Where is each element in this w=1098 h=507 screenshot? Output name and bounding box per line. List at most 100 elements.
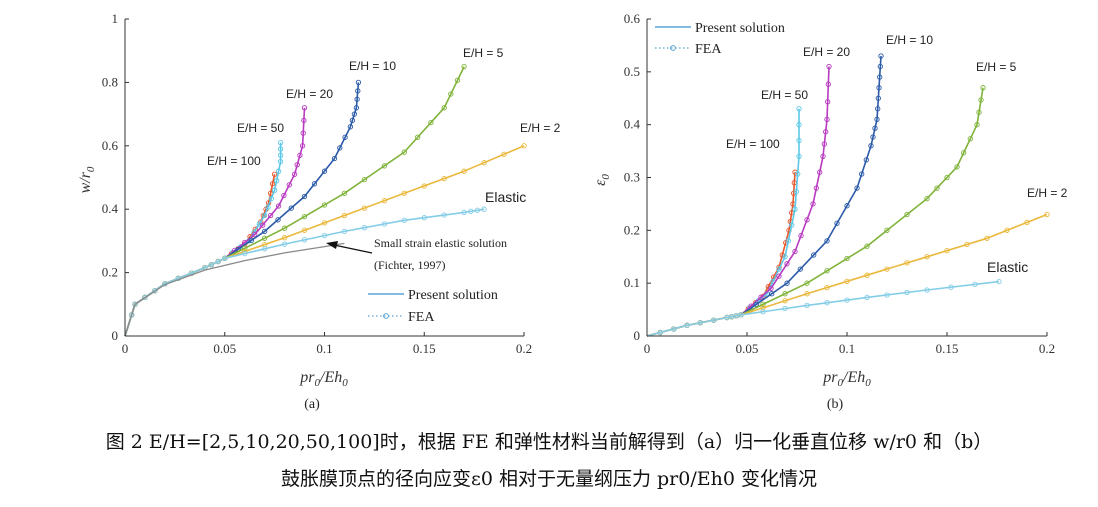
legend-fea-label: FEA (408, 310, 435, 325)
fea-marker-e-h-20 (758, 294, 764, 300)
fea-marker-e-h-5 (844, 255, 850, 262)
legend-present-label: Present solution (695, 21, 785, 36)
fea-marker-e-h-5 (281, 225, 288, 231)
fea-marker-e-h-2 (401, 190, 407, 196)
label-eh-50: E/H = 50 (237, 121, 284, 135)
fea-marker-elastic (738, 312, 744, 318)
fea-marker-e-h-5 (864, 243, 870, 249)
label-eh-20: E/H = 20 (803, 45, 850, 59)
label-eh-100: E/H = 100 (207, 154, 261, 168)
fea-marker-e-h-10 (355, 88, 361, 94)
fea-marker-elastic (401, 217, 407, 223)
fea-marker-e-h-50 (277, 146, 284, 152)
label-eh-100: E/H = 100 (726, 137, 780, 151)
fea-marker-e-h-100 (271, 171, 278, 177)
fea-marker-elastic (884, 292, 890, 298)
panel-a: 0 0.05 0.1 0.15 0.2 0 0.2 0.4 0.6 0.8 1 pr0/Eh0 w/… (77, 11, 561, 412)
fea-marker-e-h-5 (301, 213, 308, 220)
fea-marker-e-h-10 (321, 168, 328, 174)
label-elastic: Elastic (485, 189, 526, 205)
fea-marker-e-h-20 (301, 105, 308, 111)
fea-marker-e-h-10 (874, 116, 880, 123)
fea-marker-elastic (281, 241, 288, 247)
fea-marker-e-h-2 (904, 260, 910, 266)
fea-marker-e-h-2 (381, 198, 388, 204)
fea-marker-elastic (474, 207, 481, 213)
fea-marker-e-h-5 (441, 105, 447, 111)
legend-fea-marker (383, 313, 389, 319)
fea-marker-e-h-20 (267, 212, 274, 219)
fea-marker-e-h-10 (875, 95, 881, 101)
legend-fea-marker (670, 45, 676, 51)
fea-marker-e-h-5 (904, 211, 910, 218)
fea-marker-elastic (421, 215, 427, 221)
fea-marker-e-h-10 (854, 185, 860, 191)
label-eh-2: E/H = 2 (1027, 186, 1068, 200)
fea-marker-e-h-10 (868, 143, 874, 149)
fea-marker-e-h-2 (361, 205, 368, 211)
fea-marker-e-h-50 (277, 152, 284, 158)
fea-marker-e-h-20 (820, 153, 826, 160)
fea-marker-elastic (864, 294, 870, 301)
y-tick-label: 0.3 (624, 170, 640, 185)
fea-marker-elastic (242, 250, 248, 257)
fea-marker-e-h-20 (294, 162, 300, 168)
fea-marker-e-h-20 (275, 203, 282, 209)
figure-caption-line-2: 鼓胀膜顶点的径向应变ε0 相对于无量纲压力 pr0/Eh0 变化情况 (281, 468, 817, 490)
fea-marker-e-h-10 (876, 85, 882, 91)
fea-marker-e-h-5 (261, 235, 268, 241)
fea-marker-e-h-5 (428, 119, 434, 126)
fea-marker-e-h-50 (785, 238, 791, 244)
fea-marker-e-h-10 (248, 237, 254, 244)
fea-marker-e-h-50 (261, 212, 268, 219)
fea-marker-e-h-50 (268, 195, 274, 202)
fea-marker-e-h-5 (884, 227, 890, 233)
fea-marker-e-h-2 (421, 183, 427, 189)
fea-marker-e-h-10 (844, 203, 850, 209)
fea-marker-e-h-2 (321, 220, 328, 226)
fea-marker-e-h-10 (863, 157, 869, 163)
fea-marker-e-h-20 (299, 143, 306, 149)
fea-marker-e-h-10 (797, 266, 803, 272)
fea-marker-e-h-5 (980, 85, 986, 91)
fea-marker-e-h-2 (760, 305, 766, 311)
fea-marker-e-h-2 (301, 227, 308, 233)
fea-marker-e-h-10 (811, 252, 817, 258)
fea-marker-elastic (261, 246, 268, 252)
fea-marker-elastic (222, 255, 228, 261)
fea-marker-e-h-10 (349, 117, 356, 124)
fea-marker-e-h-5 (361, 176, 368, 183)
fea-marker-elastic (341, 228, 348, 235)
fea-marker-elastic (481, 206, 487, 212)
label-eh-5: E/H = 5 (463, 46, 504, 60)
x-tick-label: 0.05 (213, 341, 236, 356)
fea-marker-e-h-10 (834, 220, 840, 226)
fea-marker-e-h-2 (281, 235, 288, 241)
fea-marker-e-h-10 (872, 125, 878, 131)
y-tick-label: 0.2 (102, 265, 118, 280)
fea-marker-e-h-50 (796, 137, 802, 144)
series-line-e-h-50 (124, 142, 282, 337)
fea-marker-e-h-20 (825, 99, 831, 105)
fea-marker-e-h-20 (281, 192, 287, 199)
label-eh-10: E/H = 10 (349, 59, 396, 73)
fea-marker-e-h-20 (301, 117, 307, 124)
x-tick-label: 0.2 (1039, 341, 1055, 356)
fea-marker-e-h-10 (784, 280, 790, 286)
fea-marker-elastic (844, 297, 850, 303)
fea-marker-e-h-2 (501, 151, 507, 157)
fea-marker-e-h-2 (1044, 211, 1050, 218)
fea-marker-e-h-50 (793, 188, 799, 195)
y-tick-label: 0.4 (624, 117, 641, 132)
fea-marker-e-h-10 (275, 217, 281, 223)
fea-marker-e-h-10 (824, 238, 830, 244)
fea-marker-e-h-5 (448, 91, 454, 97)
fea-marker-e-h-5 (976, 109, 982, 115)
fea-marker-e-h-20 (300, 130, 306, 136)
legend-b: Present solution FEA (655, 21, 785, 57)
fea-marker-e-h-5 (401, 149, 407, 155)
fea-marker-e-h-10 (288, 205, 294, 211)
fea-marker-e-h-2 (924, 254, 930, 260)
fea-marker-e-h-2 (944, 247, 950, 254)
x-tick-label: 0 (644, 341, 651, 356)
